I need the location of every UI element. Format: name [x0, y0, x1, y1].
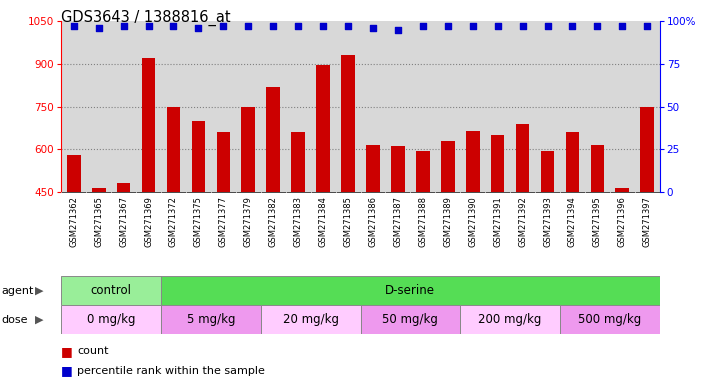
Point	[642, 23, 653, 29]
Text: dose: dose	[1, 314, 28, 325]
Text: agent: agent	[1, 286, 34, 296]
Bar	[565, 132, 579, 192]
Text: ■: ■	[61, 364, 73, 377]
Bar	[460, 305, 560, 334]
Bar	[466, 131, 479, 192]
Text: GSM271388: GSM271388	[418, 196, 428, 247]
Bar	[61, 305, 161, 334]
Point	[567, 23, 578, 29]
Bar	[291, 132, 305, 192]
Bar	[590, 145, 604, 192]
Bar	[516, 124, 529, 192]
Bar	[640, 107, 654, 192]
Point	[218, 23, 229, 29]
Bar	[341, 55, 355, 192]
Point	[193, 25, 204, 31]
Point	[467, 23, 479, 29]
Text: GSM271391: GSM271391	[493, 196, 502, 247]
Text: GSM271393: GSM271393	[543, 196, 552, 247]
Point	[392, 26, 404, 33]
Bar	[366, 145, 380, 192]
Point	[417, 23, 428, 29]
Text: 50 mg/kg: 50 mg/kg	[382, 313, 438, 326]
Bar	[541, 151, 554, 192]
Text: GSM271383: GSM271383	[293, 196, 303, 247]
Point	[143, 23, 154, 29]
Text: D-serine: D-serine	[385, 285, 435, 297]
Bar	[167, 107, 180, 192]
Point	[367, 25, 379, 31]
Text: GSM271382: GSM271382	[269, 196, 278, 247]
Bar	[560, 305, 660, 334]
Bar	[142, 58, 156, 192]
Text: ■: ■	[61, 345, 73, 358]
Bar	[117, 184, 131, 192]
Point	[492, 23, 503, 29]
Text: GDS3643 / 1388816_at: GDS3643 / 1388816_at	[61, 10, 231, 26]
Point	[342, 23, 354, 29]
Text: 0 mg/kg: 0 mg/kg	[87, 313, 136, 326]
Text: GSM271379: GSM271379	[244, 196, 253, 247]
Text: GSM271384: GSM271384	[319, 196, 327, 247]
Point	[442, 23, 454, 29]
Point	[293, 23, 304, 29]
Bar	[391, 146, 404, 192]
Text: GSM271396: GSM271396	[618, 196, 627, 247]
Text: GSM271394: GSM271394	[568, 196, 577, 247]
Text: GSM271387: GSM271387	[394, 196, 402, 247]
Text: 200 mg/kg: 200 mg/kg	[479, 313, 541, 326]
Point	[616, 23, 628, 29]
Text: ▶: ▶	[35, 314, 44, 325]
Text: control: control	[91, 285, 132, 297]
Bar	[161, 276, 660, 305]
Point	[68, 23, 79, 29]
Text: GSM271369: GSM271369	[144, 196, 153, 247]
Text: GSM271389: GSM271389	[443, 196, 452, 247]
Text: GSM271392: GSM271392	[518, 196, 527, 247]
Point	[118, 23, 129, 29]
Text: ▶: ▶	[35, 286, 44, 296]
Bar	[67, 155, 81, 192]
Bar	[491, 135, 505, 192]
Bar	[416, 151, 430, 192]
Text: count: count	[77, 346, 109, 356]
Text: GSM271372: GSM271372	[169, 196, 178, 247]
Text: GSM271377: GSM271377	[219, 196, 228, 247]
Point	[242, 23, 254, 29]
Bar	[161, 305, 261, 334]
Point	[317, 23, 329, 29]
Point	[592, 23, 603, 29]
Point	[517, 23, 528, 29]
Bar	[360, 305, 460, 334]
Text: percentile rank within the sample: percentile rank within the sample	[77, 366, 265, 376]
Bar	[317, 65, 330, 192]
Text: GSM271362: GSM271362	[69, 196, 79, 247]
Bar	[192, 121, 205, 192]
Point	[168, 23, 180, 29]
Text: GSM271395: GSM271395	[593, 196, 602, 247]
Bar	[216, 132, 230, 192]
Bar	[92, 188, 105, 192]
Bar	[261, 305, 360, 334]
Text: GSM271385: GSM271385	[343, 196, 353, 247]
Point	[267, 23, 279, 29]
Text: GSM271367: GSM271367	[119, 196, 128, 247]
Point	[93, 25, 105, 31]
Text: GSM271390: GSM271390	[468, 196, 477, 247]
Text: GSM271375: GSM271375	[194, 196, 203, 247]
Bar	[242, 107, 255, 192]
Text: GSM271397: GSM271397	[642, 196, 652, 247]
Bar	[266, 87, 280, 192]
Bar	[61, 276, 161, 305]
Text: 20 mg/kg: 20 mg/kg	[283, 313, 339, 326]
Bar	[441, 141, 455, 192]
Text: 500 mg/kg: 500 mg/kg	[578, 313, 642, 326]
Text: GSM271386: GSM271386	[368, 196, 378, 247]
Text: 5 mg/kg: 5 mg/kg	[187, 313, 235, 326]
Point	[541, 23, 553, 29]
Text: GSM271365: GSM271365	[94, 196, 103, 247]
Bar	[616, 188, 629, 192]
